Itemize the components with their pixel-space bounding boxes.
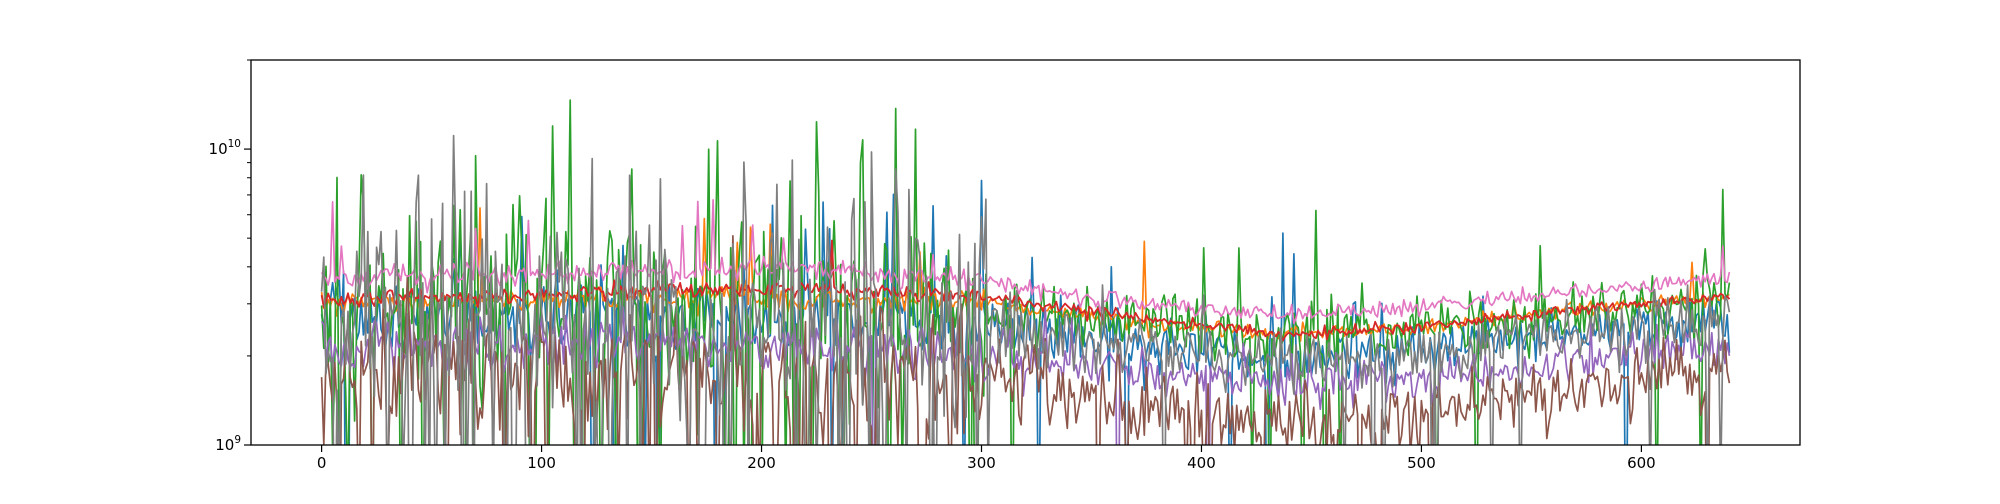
plot-border — [250, 59, 1801, 446]
y-tick-label-10e10: 1010 — [209, 138, 241, 158]
series-gray-line — [320, 134, 1731, 445]
x-tick-label-200: 200 — [747, 454, 776, 472]
x-tick-label-500: 500 — [1407, 454, 1436, 472]
series-orange-line — [320, 207, 1730, 342]
x-tick-label-100: 100 — [527, 454, 556, 472]
series-lines — [320, 99, 1731, 445]
x-tick-label-600: 600 — [1627, 454, 1656, 472]
y-tick-label-10e9: 109 — [215, 434, 241, 454]
x-tick-label-400: 400 — [1187, 454, 1216, 472]
y-axis-ticks: 109 1010 — [209, 59, 251, 454]
series-green-line — [320, 99, 1731, 445]
series-red-line — [320, 239, 1731, 342]
x-axis-ticks: 0 100 200 300 400 500 600 — [317, 445, 1656, 472]
x-tick-label-0: 0 — [317, 454, 327, 472]
x-tick-label-300: 300 — [967, 454, 996, 472]
